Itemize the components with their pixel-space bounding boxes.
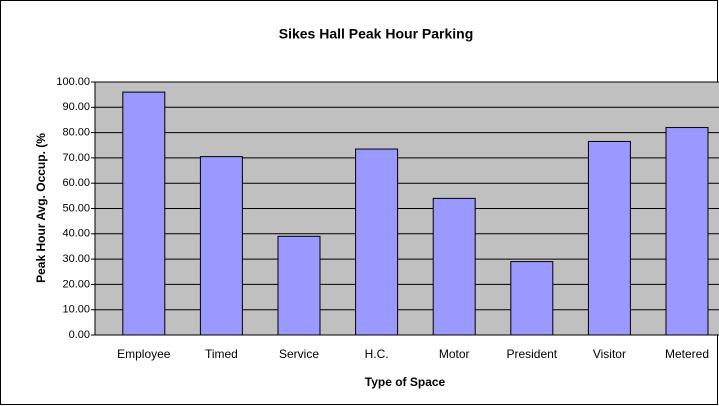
y-tick-label: 80.00 — [62, 127, 90, 139]
y-tick-label: 50.00 — [62, 202, 90, 214]
y-axis-label: Peak Hour Avg. Occup. (% — [34, 133, 48, 283]
x-tick-label: Metered — [665, 347, 709, 361]
y-tick-label: 100.00 — [56, 76, 90, 88]
x-tick-label: Timed — [205, 347, 238, 361]
y-tick-label: 30.00 — [62, 253, 90, 265]
x-tick-label: Visitor — [593, 347, 626, 361]
x-tick-label: Employee — [117, 347, 171, 361]
x-tick-label: President — [506, 347, 557, 361]
x-axis-label: Type of Space — [365, 375, 446, 389]
y-tick-label: 0.00 — [69, 329, 90, 341]
bar — [355, 148, 399, 336]
y-tick-label: 20.00 — [62, 278, 90, 290]
bar — [587, 140, 631, 336]
y-tick-label: 70.00 — [62, 152, 90, 164]
x-tick-label: Motor — [439, 347, 470, 361]
bar — [277, 235, 321, 336]
bar — [122, 91, 166, 336]
bar — [432, 197, 476, 336]
bar — [199, 156, 243, 336]
y-tick-label: 10.00 — [62, 304, 90, 316]
chart-title: Sikes Hall Peak Hour Parking — [279, 26, 474, 42]
y-tick-label: 90.00 — [62, 101, 90, 113]
x-tick-label: H.C. — [365, 347, 389, 361]
x-tick-label: Service — [279, 347, 319, 361]
y-tick-label: 40.00 — [62, 228, 90, 240]
y-tick-label: 60.00 — [62, 177, 90, 189]
bar — [665, 127, 709, 336]
bar — [510, 261, 554, 336]
